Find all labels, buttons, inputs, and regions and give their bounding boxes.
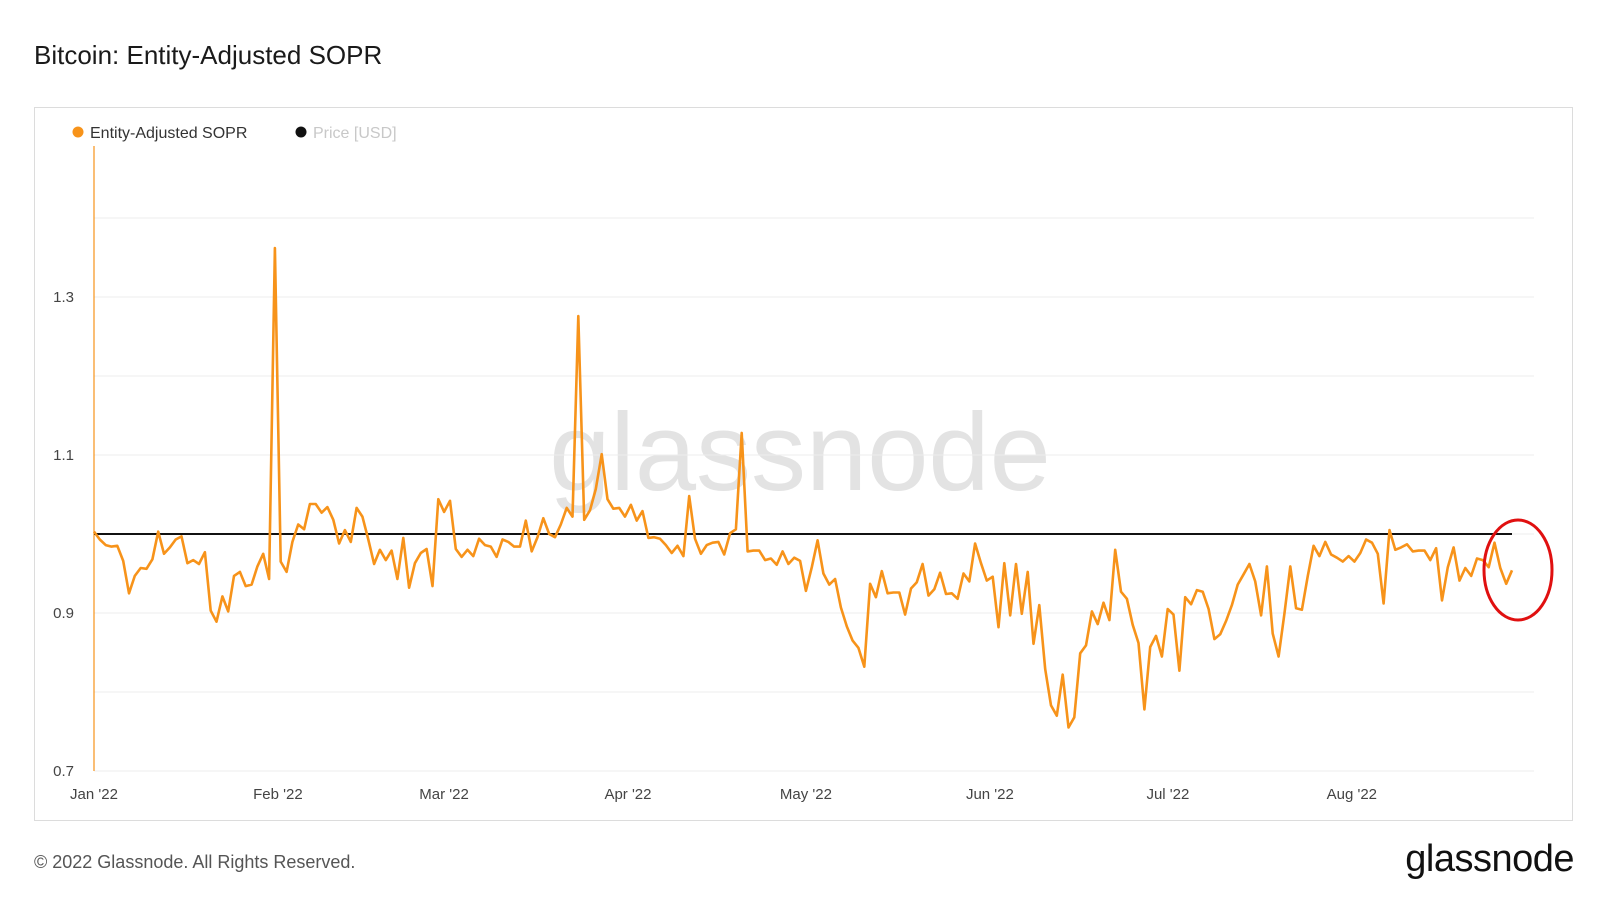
legend-dot-icon: [295, 126, 307, 138]
y-tick-label: 1.1: [53, 447, 74, 464]
y-tick-label: 0.9: [53, 605, 74, 622]
x-tick-label: Feb '22: [253, 786, 303, 803]
legend[interactable]: Entity-Adjusted SOPR Price [USD]: [72, 125, 397, 142]
legend-item[interactable]: Price [USD]: [295, 125, 397, 142]
page-title: Bitcoin: Entity-Adjusted SOPR: [34, 40, 383, 70]
x-tick-label: Jul '22: [1146, 786, 1189, 803]
legend-dot-icon: [72, 126, 84, 138]
y-tick-label: 1.3: [53, 289, 74, 306]
x-tick-label: Jun '22: [966, 786, 1014, 803]
x-axis: Jan '22 Feb '22 Mar '22 Apr '22 May '22 Jun '…: [70, 786, 1377, 803]
chart-frame: [34, 107, 1573, 821]
highlight-circle: [1482, 518, 1554, 622]
y-tick-label: 0.7: [53, 763, 74, 780]
series-group: [92, 246, 1514, 729]
y-axis: 0.7 0.9 1.1 1.3: [53, 289, 74, 780]
grid-lines: [93, 146, 1534, 772]
x-tick-label: Mar '22: [419, 786, 469, 803]
x-tick-label: May '22: [780, 786, 832, 803]
legend-item[interactable]: Entity-Adjusted SOPR: [72, 125, 248, 142]
footer-copyright: © 2022 Glassnode. All Rights Reserved.: [34, 852, 356, 872]
legend-label: Price [USD]: [313, 125, 397, 142]
legend-label: Entity-Adjusted SOPR: [90, 125, 247, 142]
x-tick-label: Aug '22: [1327, 786, 1377, 803]
watermark-text: glassnode: [549, 391, 1051, 514]
x-tick-label: Apr '22: [604, 786, 651, 803]
x-tick-label: Jan '22: [70, 786, 118, 803]
glassnode-logo: glassnode: [1405, 838, 1574, 880]
sopr-series-line: [92, 246, 1514, 729]
